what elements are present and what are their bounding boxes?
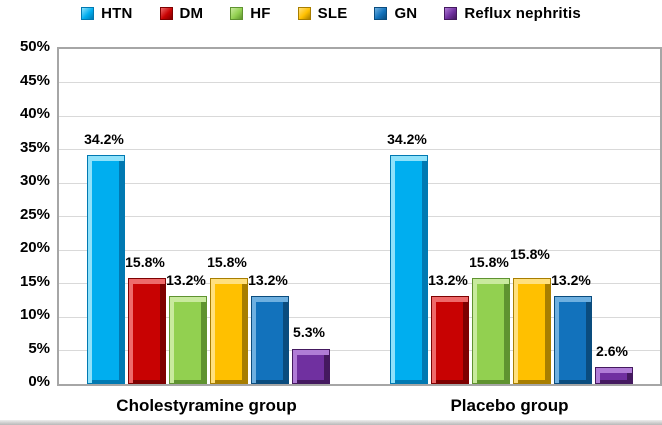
bar-hf-cholestyramine-group [169,295,207,384]
legend-item-gn: GN [374,6,417,21]
legend-item-reflux-nephritis: Reflux nephritis [444,6,581,21]
value-label: 15.8% [510,246,550,263]
gridline [59,216,660,217]
y-tick-label: 25% [19,205,50,223]
bar-sle-cholestyramine-group [210,278,248,384]
value-label: 15.8% [207,254,247,271]
value-label: 34.2% [84,130,124,147]
gridline [59,249,660,251]
y-tick-label: 20% [19,239,50,256]
y-tick-label: 10% [19,306,50,323]
y-tick-label: 45% [19,71,50,89]
y-tick-label: 35% [19,138,50,156]
bar-htn-placebo-group [390,154,428,384]
gridline [59,283,660,284]
value-label: 15.8% [125,254,165,271]
legend-label: GN [394,4,418,22]
bar-reflux-nephritis-cholestyramine-group [292,348,330,384]
bar-reflux-nephritis-placebo-group [595,366,633,384]
legend-label: DM [179,4,204,22]
gridline [59,182,660,184]
legend-swatch-icon [159,6,173,20]
legend-item-dm: DM [159,4,204,22]
legend-item-sle: SLE [297,4,348,22]
legend-label: SLE [317,4,348,22]
legend-label: Reflux nephritis [464,4,581,22]
value-label: 5.3% [293,324,325,341]
category-label-cholestyramine-group: Cholestyramine group [116,396,297,415]
y-tick-label: 30% [19,172,50,189]
legend-swatch-icon [374,6,388,20]
legend-label: HF [250,4,271,22]
bar-dm-cholestyramine-group [128,278,166,384]
value-label: 13.2% [551,271,591,288]
bar-htn-cholestyramine-group [87,154,125,384]
bar-sle-placebo-group [513,278,551,384]
legend-swatch-icon [230,6,244,20]
legend-item-htn: HTN [81,6,132,21]
legend-item-hf: HF [230,6,270,21]
value-label: 34.2% [387,130,427,147]
bar-gn-placebo-group [554,295,592,384]
y-tick-label: 0% [28,373,50,390]
bar-dm-placebo-group [431,295,469,384]
legend-label: HTN [101,4,133,22]
y-tick-label: 50% [19,38,50,55]
chart-legend: HTN DM HF SLE GN Reflux nephritis [0,2,662,24]
gridline [59,82,660,83]
gridline [59,316,660,318]
value-label: 13.2% [428,271,468,288]
legend-swatch-icon [81,6,95,20]
bar-gn-cholestyramine-group [251,295,289,384]
legend-swatch-icon [297,6,311,20]
value-label: 13.2% [166,271,206,288]
legend-swatch-icon [444,6,458,20]
y-tick-label: 40% [19,105,50,122]
gridline [59,115,660,117]
bottom-shadow [0,420,662,425]
value-label: 13.2% [248,271,288,288]
category-label-placebo-group: Placebo group [450,396,569,415]
y-tick-label: 5% [28,339,50,357]
gridline [59,149,660,150]
value-label: 15.8% [469,254,509,271]
bar-hf-placebo-group [472,278,510,384]
y-tick-label: 15% [19,272,50,290]
plot-area [57,47,662,386]
value-label: 2.6% [596,342,628,359]
gridline [59,350,660,351]
